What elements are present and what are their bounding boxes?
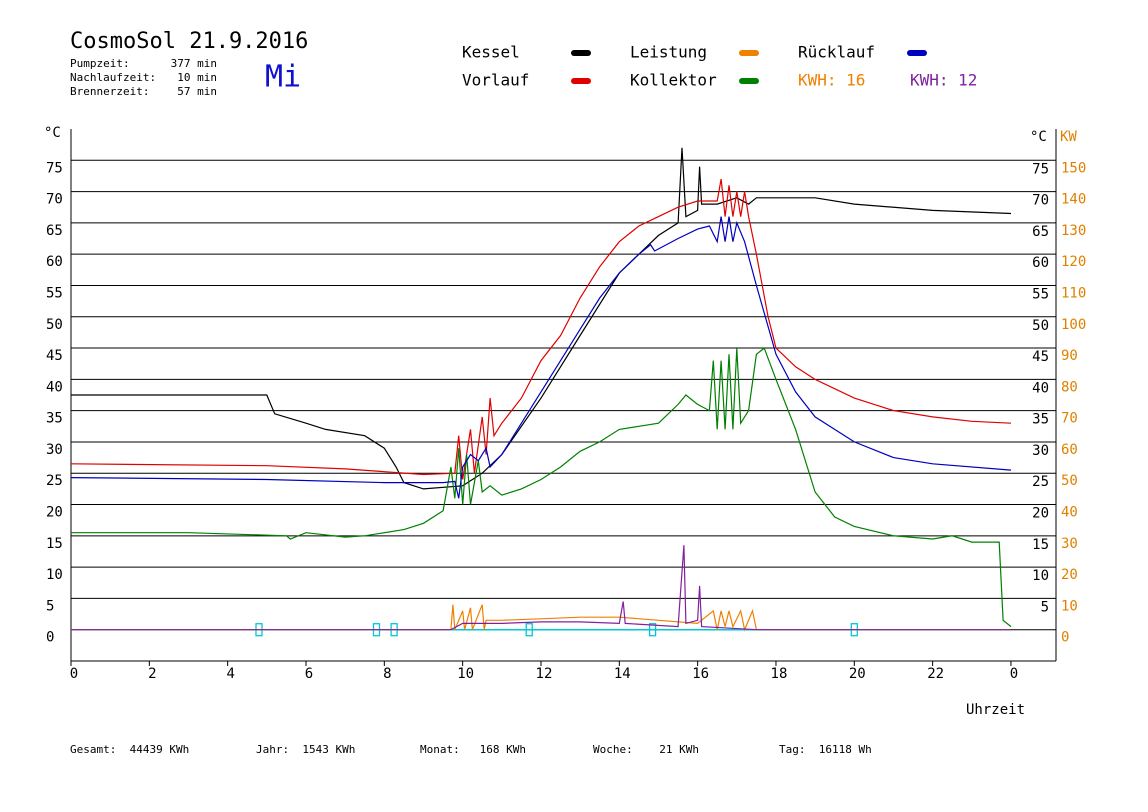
footer-stat: Jahr: 1543 KWh <box>256 743 355 756</box>
series-line <box>71 604 1011 632</box>
y2-tick-label: 110 <box>1061 285 1086 301</box>
legend-label: Kollektor <box>630 71 717 90</box>
x-tick-label: 12 <box>536 666 553 682</box>
footer-stat: Monat: 168 KWh <box>420 743 526 756</box>
y2-tick-label: 40 <box>1061 505 1078 521</box>
y2-tick-label: 120 <box>1061 254 1086 270</box>
y2-celsius-label: 75 <box>1032 161 1049 177</box>
info-label: Brennerzeit: <box>70 85 149 98</box>
x-tick-label: 22 <box>927 666 944 682</box>
x-tick-label: 0 <box>1010 666 1018 682</box>
y2-tick-label: 20 <box>1061 567 1078 583</box>
series-line <box>71 147 1012 490</box>
y2-celsius-label: 70 <box>1032 193 1049 209</box>
y2-tick-label: 140 <box>1061 192 1086 208</box>
event-marker <box>525 623 533 637</box>
y2-celsius-label: 35 <box>1032 412 1049 428</box>
series-line <box>70 216 1012 499</box>
y2-tick-label: 10 <box>1061 598 1078 614</box>
weekday: Mi <box>265 60 301 95</box>
y2-axis-label: KW <box>1060 129 1077 145</box>
chart-title: CosmoSol 21.9.2016 <box>70 29 308 54</box>
y-axis-label: °C <box>44 125 61 141</box>
x-tick-label: 4 <box>226 666 234 682</box>
y-tick-label: 10 <box>46 567 63 583</box>
y-tick-label: 20 <box>46 505 63 521</box>
x-axis-label: Uhrzeit <box>966 702 1025 718</box>
footer-stat: Tag: 16118 Wh <box>779 743 872 756</box>
x-tick-label: 0 <box>70 666 78 682</box>
y2-celsius-label: 65 <box>1032 224 1049 240</box>
x-tick-label: 6 <box>305 666 313 682</box>
legend-label: Rücklauf <box>798 43 875 62</box>
y-tick-label: 5 <box>46 598 54 614</box>
y-tick-label: 35 <box>46 411 63 427</box>
series-line <box>71 545 1011 631</box>
y-tick-label: 30 <box>46 442 63 458</box>
legend-label: Kessel <box>462 43 520 62</box>
y2-tick-label: 60 <box>1061 442 1078 458</box>
series-line <box>70 178 1012 480</box>
y2-celsius-label: 15 <box>1032 537 1049 553</box>
y2-tick-label: 50 <box>1061 473 1078 489</box>
y-tick-label: 50 <box>46 317 63 333</box>
legend-total: KWH: 12 <box>910 71 977 90</box>
y2-celsius-label: 60 <box>1032 255 1049 271</box>
y2-celsius-label: 30 <box>1032 443 1049 459</box>
x-tick-label: 10 <box>457 666 474 682</box>
y2-celsius-label: 50 <box>1032 318 1049 334</box>
y-tick-label: 65 <box>46 223 63 239</box>
legend-label: Vorlauf <box>462 71 529 90</box>
y-tick-label: 15 <box>46 536 63 552</box>
x-tick-label: 18 <box>771 666 788 682</box>
y-tick-label: 70 <box>46 192 63 208</box>
y-tick-label: 0 <box>46 630 54 646</box>
y2-tick-label: 130 <box>1061 223 1086 239</box>
y2-celsius-label: 10 <box>1032 568 1049 584</box>
footer-stat: Gesamt: 44439 KWh <box>70 743 189 756</box>
y2-celsius-label: 40 <box>1032 380 1049 396</box>
y2-tick-label: 70 <box>1061 411 1078 427</box>
y-tick-label: 60 <box>46 254 63 270</box>
y2-tick-label: 0 <box>1061 630 1069 646</box>
info-label: Nachlaufzeit: <box>70 71 156 84</box>
y2-celsius-label: 25 <box>1032 474 1049 490</box>
x-tick-label: 14 <box>614 666 631 682</box>
info-value: 377 min <box>171 57 217 70</box>
series-line <box>71 347 1012 628</box>
legend-total: KWH: 16 <box>798 71 865 90</box>
footer-stat: Woche: 21 KWh <box>593 743 699 756</box>
y2-celsius-label: 55 <box>1032 286 1049 302</box>
y-tick-label: 40 <box>46 379 63 395</box>
y2-celsius-label: 45 <box>1032 349 1049 365</box>
y2-tick-label: 100 <box>1061 317 1086 333</box>
y-tick-label: 25 <box>46 473 63 489</box>
y-tick-label: 55 <box>46 285 63 301</box>
info-label: Pumpzeit: <box>70 57 130 70</box>
x-tick-label: 8 <box>383 666 391 682</box>
y2-tick-label: 80 <box>1061 379 1078 395</box>
info-value: 10 min <box>177 71 217 84</box>
y-tick-label: 75 <box>46 160 63 176</box>
x-tick-label: 20 <box>849 666 866 682</box>
x-tick-label: 16 <box>692 666 709 682</box>
event-marker <box>648 623 657 637</box>
x-tick-label: 2 <box>148 666 156 682</box>
y2-tick-label: 90 <box>1061 348 1078 364</box>
y2-unit-label: °C <box>1030 129 1047 145</box>
y2-celsius-label: 5 <box>1041 599 1049 615</box>
legend-label: Leistung <box>630 43 707 62</box>
y2-tick-label: 30 <box>1061 536 1078 552</box>
y2-tick-label: 150 <box>1061 160 1086 176</box>
y2-celsius-label: 20 <box>1032 506 1049 522</box>
y-tick-label: 45 <box>46 348 63 364</box>
info-value: 57 min <box>177 85 217 98</box>
